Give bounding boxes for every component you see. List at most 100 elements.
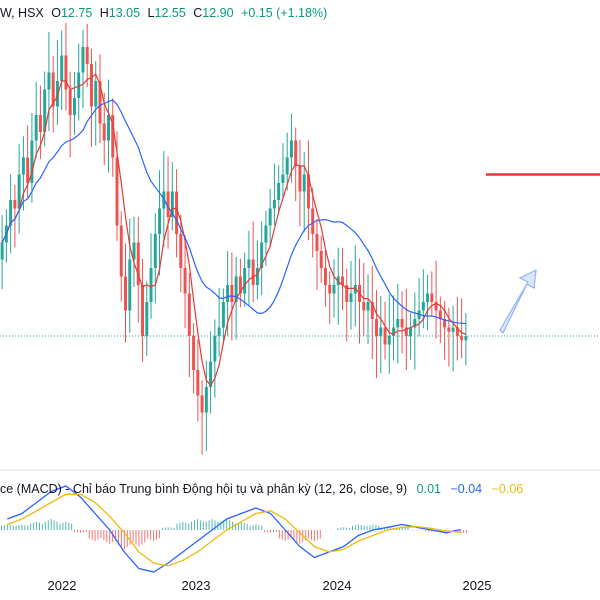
candle-body: [341, 276, 344, 285]
high-label: H: [99, 6, 109, 20]
macd-value: 0.01: [416, 482, 441, 496]
candle-body: [55, 81, 59, 107]
x-tick-2025: 2025: [462, 578, 492, 593]
candle-body: [26, 157, 30, 183]
candle-body: [81, 47, 85, 73]
candle-body: [443, 319, 447, 328]
candle-body: [60, 55, 64, 81]
candle-body: [230, 285, 234, 302]
candle-body: [21, 157, 25, 175]
candle-body: [319, 251, 323, 268]
macd-title: ce (MACD) - Chỉ báo Trung bình Động hội …: [0, 482, 408, 496]
open-value: 12.75: [60, 6, 93, 20]
candle-body: [196, 370, 200, 396]
candle-body: [30, 140, 34, 183]
candle-body: [332, 285, 336, 294]
candle-body: [209, 361, 213, 387]
candle-body: [366, 302, 370, 311]
candle-body: [111, 115, 115, 158]
candle-body: [464, 336, 468, 341]
candle-body: [119, 225, 123, 277]
candle-body: [409, 327, 413, 336]
candle-body: [281, 174, 285, 183]
signal-value: −0.04: [450, 482, 483, 496]
candle-body: [200, 395, 204, 413]
candle-body: [17, 174, 21, 209]
candle-body: [128, 259, 132, 311]
candle-body: [98, 81, 102, 124]
candle-body: [328, 285, 332, 294]
close-label: C: [193, 6, 203, 20]
x-tick-2022: 2022: [47, 578, 77, 593]
high-value: 13.05: [108, 6, 141, 20]
candle-body: [51, 72, 55, 107]
candle-body: [272, 200, 276, 209]
candle-body: [396, 319, 400, 328]
candle-body: [145, 302, 149, 336]
candle-body: [170, 191, 174, 217]
candle-body: [277, 183, 281, 200]
candle-body: [183, 268, 187, 294]
candle-body: [460, 336, 464, 341]
candle-body: [311, 208, 315, 234]
candle-body: [94, 81, 98, 107]
candle-body: [455, 327, 459, 336]
candle-body: [255, 268, 259, 285]
candle-body: [349, 293, 353, 302]
candle-body: [260, 242, 264, 268]
ohlc-header: W, HSX O12.75 H13.05 L12.55 C12.90 +0.15…: [0, 6, 327, 20]
candle-body: [64, 55, 68, 90]
candle-body: [217, 327, 221, 336]
candle-body: [375, 319, 379, 336]
change-value: +0.15 (+1.18%): [241, 6, 328, 20]
candle-body: [89, 64, 93, 107]
candle-body: [264, 225, 268, 243]
candle-body: [204, 387, 208, 413]
candle-body: [149, 268, 153, 302]
x-tick-2024: 2024: [322, 578, 352, 593]
candle-body: [247, 259, 251, 268]
macd-legend[interactable]: ce (MACD) - Chỉ báo Trung bình Động hội …: [0, 482, 523, 496]
candle-body: [345, 285, 349, 302]
candle-body: [289, 140, 293, 158]
candle-body: [421, 302, 425, 311]
candle-body: [438, 310, 442, 319]
candle-body: [392, 327, 396, 336]
candle-body: [9, 200, 13, 226]
candle-body: [426, 293, 430, 302]
candle-body: [115, 157, 119, 226]
candle-body: [234, 276, 238, 302]
candle-body: [243, 268, 247, 294]
candle-body: [158, 208, 162, 234]
candle-body: [166, 191, 170, 217]
candle-body: [43, 89, 47, 132]
candle-body: [447, 327, 451, 332]
candle-body: [302, 174, 306, 192]
signal-line: [7, 493, 461, 567]
candle-body: [362, 302, 366, 311]
candle-body: [136, 242, 140, 285]
candle-body: [34, 115, 38, 141]
candle-body: [192, 336, 196, 370]
candle-body: [153, 234, 157, 268]
candle-body: [38, 115, 42, 132]
candle-body: [132, 242, 136, 260]
candle-body: [294, 140, 298, 166]
candle-body: [268, 208, 272, 226]
ma-fast-line: [1, 73, 467, 387]
macd-line: [7, 485, 461, 573]
ma-slow-line: [1, 99, 466, 325]
low-value: 12.55: [154, 6, 186, 20]
candle-body: [306, 174, 310, 209]
candle-body: [124, 276, 127, 311]
candle-body: [434, 302, 438, 311]
up-arrow-icon: [499, 268, 537, 335]
candle-body: [0, 242, 4, 260]
candle-body: [370, 302, 374, 319]
candle-body: [379, 327, 383, 336]
candle-body: [323, 268, 327, 285]
candle-body: [68, 89, 72, 115]
candle-body: [72, 98, 76, 115]
